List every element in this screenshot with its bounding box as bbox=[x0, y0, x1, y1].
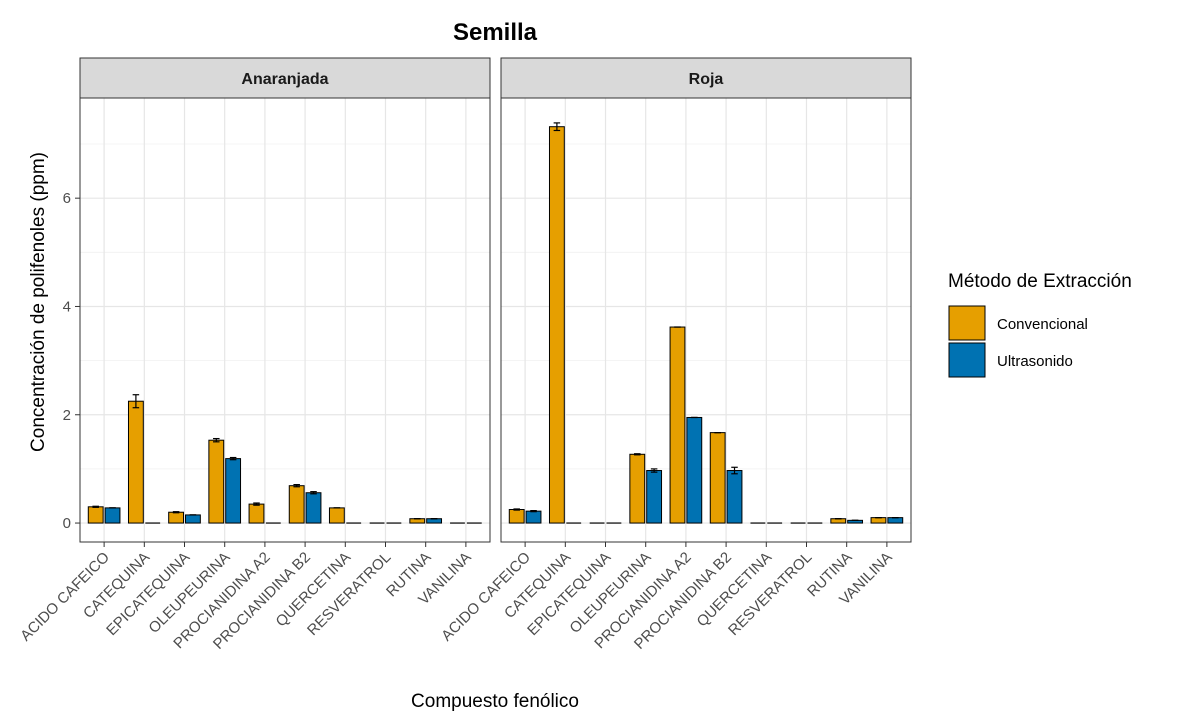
y-tick-label: 0 bbox=[63, 515, 71, 532]
bar-convencional bbox=[870, 517, 887, 524]
facet-strip-label: Anaranjada bbox=[241, 71, 328, 88]
error-bar bbox=[530, 509, 537, 513]
bar-ultrasonido bbox=[185, 514, 201, 524]
facet-strip bbox=[79, 57, 491, 99]
y-tick-label: 6 bbox=[63, 190, 71, 207]
legend-key-convencional bbox=[948, 305, 986, 341]
bar-ultrasonido bbox=[726, 470, 743, 524]
bar-ultrasonido bbox=[305, 492, 322, 524]
error-bar bbox=[553, 122, 561, 132]
error-bar bbox=[92, 505, 99, 508]
error-bar bbox=[229, 456, 237, 461]
error-bar bbox=[650, 468, 658, 473]
chart-title: Semilla bbox=[453, 19, 538, 46]
bar-ultrasonido bbox=[225, 458, 242, 524]
bar-ultrasonido bbox=[887, 517, 904, 524]
bar-convencional bbox=[208, 439, 225, 524]
error-bar bbox=[253, 502, 260, 506]
plot-background bbox=[501, 98, 911, 542]
y-tick-label: 4 bbox=[63, 298, 71, 315]
error-bar bbox=[293, 484, 300, 488]
legend-label-convencional: Convencional bbox=[997, 316, 1088, 333]
bar-convencional bbox=[508, 509, 525, 524]
bar-convencional bbox=[830, 518, 847, 524]
error-bar bbox=[731, 466, 738, 475]
facet-strip-label: Roja bbox=[689, 71, 724, 88]
error-bar bbox=[213, 437, 220, 443]
bar-convencional bbox=[548, 126, 565, 524]
error-bar bbox=[513, 508, 520, 511]
bar-convencional bbox=[669, 326, 686, 524]
bar-convencional bbox=[709, 432, 726, 524]
facet-strip bbox=[500, 57, 912, 99]
legend-key-ultrasonido bbox=[948, 342, 986, 378]
bar-convencional bbox=[248, 503, 265, 524]
bar-convencional bbox=[168, 511, 185, 524]
error-bar bbox=[132, 394, 140, 409]
panel-border bbox=[79, 97, 491, 543]
legend-title: Método de Extracción bbox=[948, 271, 1132, 292]
legend-label-ultrasonido: Ultrasonido bbox=[997, 353, 1073, 370]
bar-ultrasonido bbox=[104, 507, 121, 524]
plot-background bbox=[80, 98, 490, 542]
bar-convencional bbox=[629, 453, 646, 524]
panel-border bbox=[500, 97, 912, 543]
error-bar bbox=[172, 511, 180, 514]
y-axis-title: Concentración de polifenoles (ppm) bbox=[28, 152, 49, 452]
bar-ultrasonido bbox=[426, 518, 443, 524]
x-axis-title: Compuesto fenólico bbox=[411, 691, 579, 712]
bar-ultrasonido bbox=[525, 510, 542, 524]
bar-convencional bbox=[328, 507, 345, 524]
error-bar bbox=[310, 491, 317, 495]
bar-convencional bbox=[288, 485, 305, 524]
error-bar bbox=[634, 453, 641, 456]
bar-convencional bbox=[87, 506, 104, 524]
bar-convencional bbox=[409, 518, 426, 524]
legend: Método de Extracción Convencional Ultraso… bbox=[948, 271, 1132, 378]
y-tick-label: 2 bbox=[63, 407, 71, 424]
bar-convencional bbox=[127, 400, 144, 524]
bar-ultrasonido bbox=[686, 416, 703, 524]
bar-ultrasonido bbox=[646, 470, 663, 524]
